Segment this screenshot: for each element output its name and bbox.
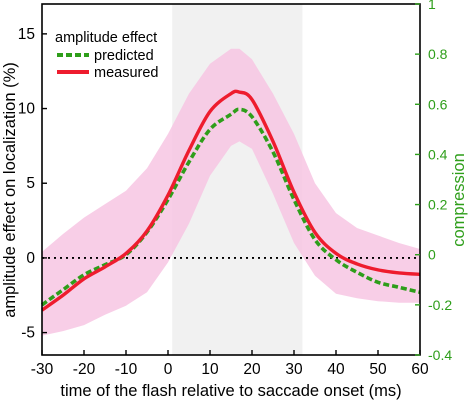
y2-tick-label: -0.4 — [428, 347, 452, 363]
y2-tick-label: 0.8 — [428, 46, 448, 62]
series-line-measured — [41, 89, 421, 312]
x-tick-label: 30 — [285, 361, 303, 378]
x-tick-label: 0 — [164, 361, 173, 378]
x-tick-label: -30 — [31, 361, 54, 378]
y-axis-ticks: -5 0 5 10 15 — [18, 26, 47, 342]
y2-axis-label: compression — [450, 153, 468, 247]
y2-axis-ticks: -0.4 -0.2 0 0.2 0.4 0.6 0.8 1 — [415, 0, 452, 363]
legend-label-measured: measured — [94, 65, 158, 81]
confidence-band — [42, 48, 420, 336]
legend: amplitude effect predicted measured — [55, 30, 158, 81]
y2-tick-label: 0.2 — [428, 197, 448, 213]
x-tick-label: 20 — [243, 361, 261, 378]
x-tick-label: 50 — [369, 361, 387, 378]
y2-tick-label: 0.6 — [428, 96, 448, 112]
x-axis-ticks: -30 -20 -10 0 10 20 30 40 50 60 — [31, 350, 429, 378]
y-tick-label: -5 — [21, 325, 35, 342]
x-axis-label: time of the flash relative to saccade on… — [60, 382, 401, 400]
y-tick-label: 5 — [26, 175, 35, 192]
y-tick-label: 10 — [18, 101, 36, 118]
x-tick-label: 40 — [327, 361, 345, 378]
y-tick-label: 0 — [26, 250, 35, 267]
y2-tick-label: 0 — [428, 247, 436, 263]
x-tick-label: 60 — [411, 361, 429, 378]
x-tick-label: 10 — [201, 361, 219, 378]
y2-tick-label: -0.2 — [428, 297, 452, 313]
x-tick-label: -10 — [115, 361, 138, 378]
series-group — [40, 89, 421, 312]
legend-title: amplitude effect — [55, 30, 157, 46]
legend-label-predicted: predicted — [94, 48, 154, 64]
y2-tick-label: 1 — [428, 0, 436, 12]
plot-frame — [41, 3, 421, 356]
confidence-band-group — [42, 48, 420, 336]
y-axis-label: amplitude effect on localization (%) — [1, 62, 19, 318]
y2-tick-label: 0.4 — [428, 146, 448, 162]
y-tick-label: 15 — [18, 26, 35, 43]
x-tick-label: -20 — [73, 361, 96, 378]
